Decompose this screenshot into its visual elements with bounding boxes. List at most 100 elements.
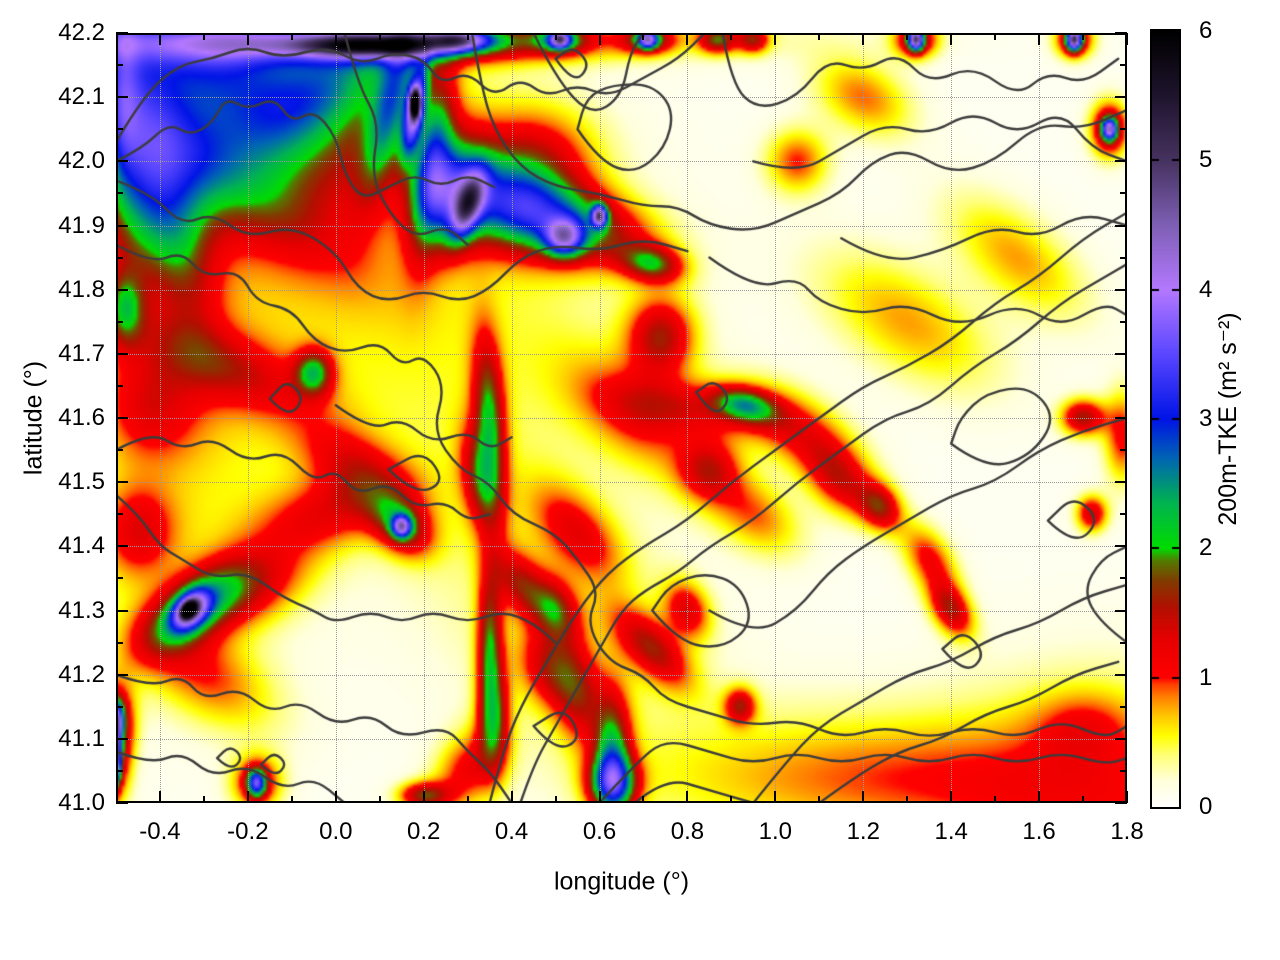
- colorbar-tick-label: 2: [1199, 534, 1213, 562]
- y-tick: [116, 449, 123, 452]
- x-axis-title: longitude (°): [553, 867, 690, 896]
- y-tick: [116, 802, 128, 804]
- x-tick: [422, 791, 425, 803]
- x-tick-top: [642, 33, 645, 40]
- x-tick-top: [906, 33, 909, 40]
- y-tick-right: [1120, 513, 1127, 516]
- y-tick-right: [1120, 64, 1127, 67]
- contour-lines-canvas: [116, 33, 1127, 803]
- x-tick-label: 1.4: [934, 818, 968, 845]
- x-tick-top: [202, 33, 205, 40]
- x-tick-label: 0.6: [582, 818, 617, 845]
- x-tick: [466, 796, 469, 803]
- y-tick-right: [1120, 641, 1127, 644]
- y-tick: [116, 609, 128, 612]
- y-tick-right: [1120, 577, 1127, 580]
- y-tick: [116, 352, 128, 355]
- x-tick: [730, 796, 733, 803]
- x-tick-top: [1082, 33, 1085, 40]
- y-tick-right: [1115, 481, 1127, 484]
- y-tick-right: [1115, 545, 1127, 548]
- y-tick-label: 41.0: [58, 789, 105, 816]
- x-tick-top: [1038, 33, 1041, 45]
- y-tick: [116, 705, 123, 708]
- colorbar-tick-label: 1: [1199, 663, 1213, 691]
- y-tick: [116, 641, 123, 644]
- y-tick: [116, 673, 128, 676]
- x-tick: [1082, 796, 1085, 803]
- x-tick-top: [730, 33, 733, 40]
- x-tick: [1038, 791, 1041, 803]
- y-tick-right: [1115, 352, 1127, 355]
- y-tick-right: [1120, 256, 1127, 259]
- y-tick-right: [1115, 224, 1127, 227]
- x-tick-top: [334, 33, 337, 45]
- y-tick-right: [1120, 384, 1127, 387]
- colorbar-tick-label: 4: [1199, 275, 1213, 303]
- y-tick: [116, 384, 123, 387]
- y-tick-label: 41.8: [58, 275, 105, 303]
- y-tick-right: [1115, 609, 1127, 612]
- x-tick-top: [686, 33, 689, 45]
- x-tick-top: [378, 33, 381, 40]
- y-tick: [116, 769, 123, 772]
- y-tick: [116, 192, 123, 195]
- y-tick-label: 41.4: [58, 532, 105, 560]
- x-tick: [246, 791, 249, 803]
- colorbar-tick-label: 3: [1199, 405, 1213, 432]
- x-tick: [334, 791, 337, 803]
- x-tick-label: -0.4: [139, 818, 181, 845]
- y-tick-right: [1120, 320, 1127, 323]
- y-tick: [116, 224, 128, 227]
- x-tick-top: [774, 33, 777, 45]
- x-tick-label: 0.8: [670, 818, 705, 845]
- y-tick: [116, 545, 128, 548]
- x-tick-top: [994, 33, 997, 40]
- y-tick: [116, 481, 128, 484]
- x-tick-top: [598, 33, 601, 45]
- y-tick-right: [1115, 32, 1127, 34]
- x-tick-label: 0.4: [494, 818, 529, 845]
- x-tick: [950, 791, 953, 803]
- y-tick-label: 41.5: [58, 468, 105, 496]
- x-tick: [686, 791, 689, 803]
- x-tick-label: 0.2: [407, 818, 441, 845]
- x-tick-top: [818, 33, 821, 40]
- x-tick: [1126, 791, 1128, 803]
- colorbar-gradient-canvas: [1152, 31, 1179, 807]
- y-tick: [116, 160, 128, 163]
- x-tick: [554, 796, 557, 803]
- y-tick-right: [1115, 802, 1127, 804]
- y-tick-label: 42.0: [58, 147, 105, 175]
- x-tick-label: 1.8: [1110, 818, 1144, 845]
- x-tick: [378, 796, 381, 803]
- x-tick: [774, 791, 777, 803]
- x-tick: [994, 796, 997, 803]
- y-tick: [116, 32, 128, 34]
- x-tick-top: [1126, 33, 1128, 45]
- y-tick-label: 41.7: [58, 339, 105, 367]
- y-tick: [116, 577, 123, 580]
- y-tick-label: 41.1: [58, 724, 105, 752]
- colorbar-tick-label: 5: [1199, 146, 1213, 174]
- x-tick: [290, 796, 293, 803]
- x-tick: [598, 791, 601, 803]
- colorbar-tick-label: 6: [1199, 17, 1213, 44]
- x-tick-top: [466, 33, 469, 40]
- y-tick-right: [1115, 288, 1127, 291]
- y-tick-label: 41.6: [58, 404, 105, 431]
- y-tick: [116, 128, 123, 131]
- y-tick-right: [1115, 96, 1127, 99]
- x-tick-label: 1.2: [846, 818, 880, 845]
- y-tick: [116, 320, 123, 323]
- x-tick-label: 1.6: [1022, 818, 1056, 845]
- colorbar-title: 200m-TKE (m² s⁻²): [1214, 312, 1242, 526]
- x-tick-top: [554, 33, 557, 40]
- x-tick-top: [950, 33, 953, 45]
- y-tick-right: [1120, 192, 1127, 195]
- colorbar-tick-label: 0: [1199, 793, 1213, 820]
- x-tick-top: [510, 33, 513, 45]
- x-tick-label: 0.0: [319, 818, 353, 845]
- x-tick-top: [158, 33, 161, 45]
